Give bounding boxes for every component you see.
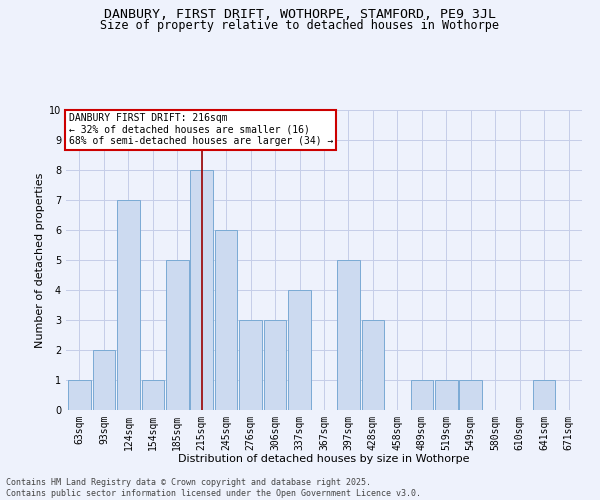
Bar	[166, 260, 188, 410]
Bar	[435, 380, 458, 410]
Text: Contains HM Land Registry data © Crown copyright and database right 2025.
Contai: Contains HM Land Registry data © Crown c…	[6, 478, 421, 498]
Bar	[460, 380, 482, 410]
X-axis label: Distribution of detached houses by size in Wothorpe: Distribution of detached houses by size …	[178, 454, 470, 464]
Bar	[288, 290, 311, 410]
Bar	[362, 320, 384, 410]
Bar	[264, 320, 286, 410]
Bar	[190, 170, 213, 410]
Bar	[92, 350, 115, 410]
Bar	[239, 320, 262, 410]
Bar	[337, 260, 360, 410]
Bar	[215, 230, 238, 410]
Y-axis label: Number of detached properties: Number of detached properties	[35, 172, 45, 348]
Bar	[410, 380, 433, 410]
Text: DANBURY FIRST DRIFT: 216sqm
← 32% of detached houses are smaller (16)
68% of sem: DANBURY FIRST DRIFT: 216sqm ← 32% of det…	[68, 113, 333, 146]
Bar	[533, 380, 556, 410]
Bar	[117, 200, 140, 410]
Bar	[142, 380, 164, 410]
Bar	[68, 380, 91, 410]
Text: DANBURY, FIRST DRIFT, WOTHORPE, STAMFORD, PE9 3JL: DANBURY, FIRST DRIFT, WOTHORPE, STAMFORD…	[104, 8, 496, 20]
Text: Size of property relative to detached houses in Wothorpe: Size of property relative to detached ho…	[101, 18, 499, 32]
